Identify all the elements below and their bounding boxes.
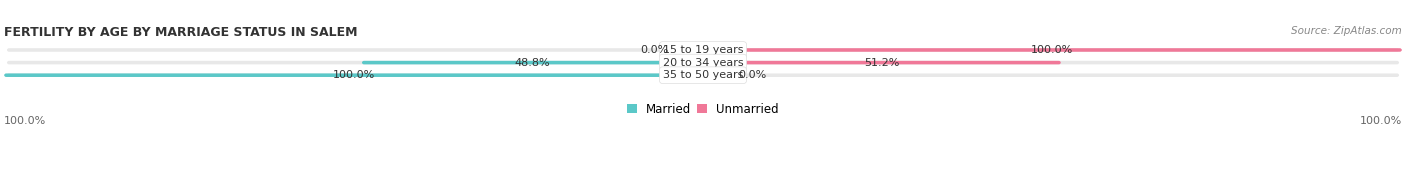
Text: 48.8%: 48.8% xyxy=(515,58,550,68)
FancyBboxPatch shape xyxy=(703,48,1402,52)
Text: 35 to 50 years: 35 to 50 years xyxy=(662,70,744,80)
FancyBboxPatch shape xyxy=(703,61,1060,64)
Text: 100.0%: 100.0% xyxy=(4,116,46,126)
FancyBboxPatch shape xyxy=(361,61,703,64)
Text: 100.0%: 100.0% xyxy=(332,70,375,80)
Text: 15 to 19 years: 15 to 19 years xyxy=(662,45,744,55)
FancyBboxPatch shape xyxy=(7,48,1399,52)
Text: 100.0%: 100.0% xyxy=(1360,116,1402,126)
Text: 51.2%: 51.2% xyxy=(865,58,900,68)
Text: 100.0%: 100.0% xyxy=(1031,45,1074,55)
Text: 20 to 34 years: 20 to 34 years xyxy=(662,58,744,68)
Text: Source: ZipAtlas.com: Source: ZipAtlas.com xyxy=(1291,26,1402,36)
Text: 0.0%: 0.0% xyxy=(640,45,668,55)
Legend: Married, Unmarried: Married, Unmarried xyxy=(623,98,783,120)
Text: 0.0%: 0.0% xyxy=(738,70,766,80)
FancyBboxPatch shape xyxy=(7,74,1399,77)
FancyBboxPatch shape xyxy=(4,74,703,77)
Text: FERTILITY BY AGE BY MARRIAGE STATUS IN SALEM: FERTILITY BY AGE BY MARRIAGE STATUS IN S… xyxy=(4,26,357,39)
FancyBboxPatch shape xyxy=(7,61,1399,64)
